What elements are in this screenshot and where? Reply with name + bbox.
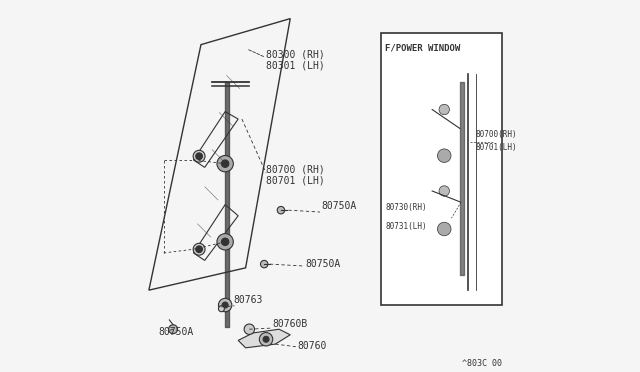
Circle shape [217, 234, 234, 250]
Circle shape [217, 155, 234, 172]
Circle shape [244, 324, 255, 334]
Circle shape [221, 160, 229, 167]
Circle shape [168, 325, 177, 334]
Text: 80701(LH): 80701(LH) [476, 143, 517, 152]
Circle shape [218, 298, 232, 312]
Polygon shape [238, 329, 291, 348]
Text: 80731(LH): 80731(LH) [385, 222, 427, 231]
Circle shape [193, 243, 205, 255]
Circle shape [259, 333, 273, 346]
Text: ^803C 00: ^803C 00 [462, 359, 502, 368]
Text: 80700(RH): 80700(RH) [476, 130, 517, 139]
Circle shape [218, 306, 225, 312]
Circle shape [221, 238, 229, 246]
Text: 80300 (RH): 80300 (RH) [266, 49, 325, 60]
Text: F/POWER WINDOW: F/POWER WINDOW [385, 43, 460, 52]
Text: 80750A: 80750A [322, 201, 357, 211]
Text: 80730(RH): 80730(RH) [385, 203, 427, 212]
Text: 80760B: 80760B [273, 318, 308, 328]
Text: 80700 (RH): 80700 (RH) [266, 165, 325, 175]
Circle shape [196, 153, 202, 160]
Circle shape [222, 302, 228, 308]
Circle shape [260, 260, 268, 268]
Bar [381, 33, 502, 305]
Text: 80750A: 80750A [158, 327, 193, 337]
Circle shape [263, 336, 269, 342]
Circle shape [277, 206, 285, 214]
Circle shape [438, 149, 451, 163]
Circle shape [439, 104, 449, 115]
Circle shape [438, 222, 451, 236]
Text: 80763: 80763 [234, 295, 263, 305]
Circle shape [439, 186, 449, 196]
Circle shape [193, 150, 205, 162]
Text: 80760: 80760 [297, 340, 326, 350]
Text: 80301 (LH): 80301 (LH) [266, 61, 325, 71]
Text: 80701 (LH): 80701 (LH) [266, 175, 325, 185]
Circle shape [196, 246, 202, 253]
Text: 80750A: 80750A [306, 259, 341, 269]
